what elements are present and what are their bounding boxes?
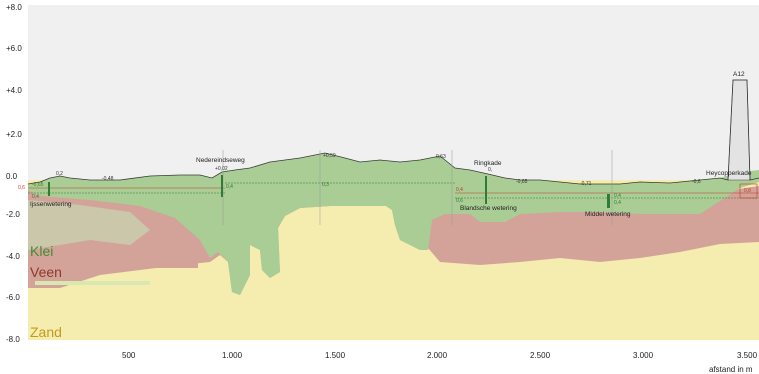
water-level-box-right xyxy=(739,183,758,199)
nedereindseweg-marker xyxy=(221,175,223,197)
water-mid-2: 0,3 xyxy=(322,182,329,188)
middel-wetering-marker xyxy=(607,194,610,208)
elevation-1: 0,2 xyxy=(56,171,63,177)
water-right-2: 0,4 xyxy=(614,200,621,206)
water-mid-1: 0,4 xyxy=(226,184,233,190)
water-left-green: 0,4 xyxy=(32,194,39,200)
ijssenwetering-marker xyxy=(48,182,50,196)
label-ijssenwetering: Ijssenwetering xyxy=(30,201,72,208)
x-tick-3: 2.000 xyxy=(427,351,448,360)
elevation-3: +0,02 xyxy=(215,166,228,172)
klei-layer xyxy=(28,153,759,295)
legend-klei: Klei xyxy=(30,243,53,259)
label-ringkade: Ringkade xyxy=(474,160,502,167)
ground-surface-line xyxy=(27,79,759,185)
x-tick-1: 1.000 xyxy=(222,351,243,360)
zand-band-left xyxy=(35,281,150,285)
legend-zand: Zand xyxy=(30,324,62,340)
elevation-6: 0, xyxy=(488,167,492,173)
x-tick-2: 1.500 xyxy=(325,351,346,360)
legend-veen: Veen xyxy=(30,264,62,280)
y-tick-4: 0.0 xyxy=(6,172,18,181)
x-tick-5: 3.000 xyxy=(633,351,654,360)
label-nedereindseweg: Nedereindseweg xyxy=(196,157,245,164)
y-tick-8: -8.0 xyxy=(6,335,20,344)
klei-pale-region xyxy=(28,200,150,250)
elevation-9: -0,6 xyxy=(692,179,701,185)
elevation-4: +0,59 xyxy=(323,153,336,159)
y-tick-3: +2.0 xyxy=(6,130,22,139)
blandsche-wetering-marker xyxy=(485,176,487,204)
label-a12: A12 xyxy=(733,71,745,78)
y-tick-1: +6.0 xyxy=(6,44,22,53)
label-middel-wetering: Middel wetering xyxy=(585,211,631,218)
water-right-1: 0,4 xyxy=(614,193,621,199)
x-axis-label: afstand in m xyxy=(709,365,753,374)
label-blandsche-wetering: Blandsche wetering xyxy=(460,205,517,212)
y-tick-6: -4.0 xyxy=(6,252,20,261)
x-tick-4: 2.500 xyxy=(530,351,551,360)
y-tick-5: -2.0 xyxy=(6,210,20,219)
elevation-7: -0,65 xyxy=(516,179,528,185)
water-left-red: 0,6 xyxy=(18,185,25,191)
x-tick-6: 3.500 xyxy=(737,351,758,360)
water-ring-2: 0,6 xyxy=(456,198,463,204)
elevation-8: -0,71 xyxy=(580,181,592,187)
elevation-5: 0,63 xyxy=(436,154,446,160)
elevation-2: -0,48 xyxy=(102,176,114,182)
y-tick-7: -6.0 xyxy=(6,293,20,302)
veen-band-left xyxy=(28,262,198,268)
water-left-top: -0,65 xyxy=(32,182,44,188)
label-heycopperkade: Heycopperkade xyxy=(706,170,752,177)
x-tick-0: 500 xyxy=(122,351,136,360)
water-right-3: 0,8 xyxy=(744,188,751,194)
y-tick-0: +8.0 xyxy=(6,3,22,12)
y-tick-2: +4.0 xyxy=(6,86,22,95)
water-ring-1: 0,4 xyxy=(456,187,463,193)
